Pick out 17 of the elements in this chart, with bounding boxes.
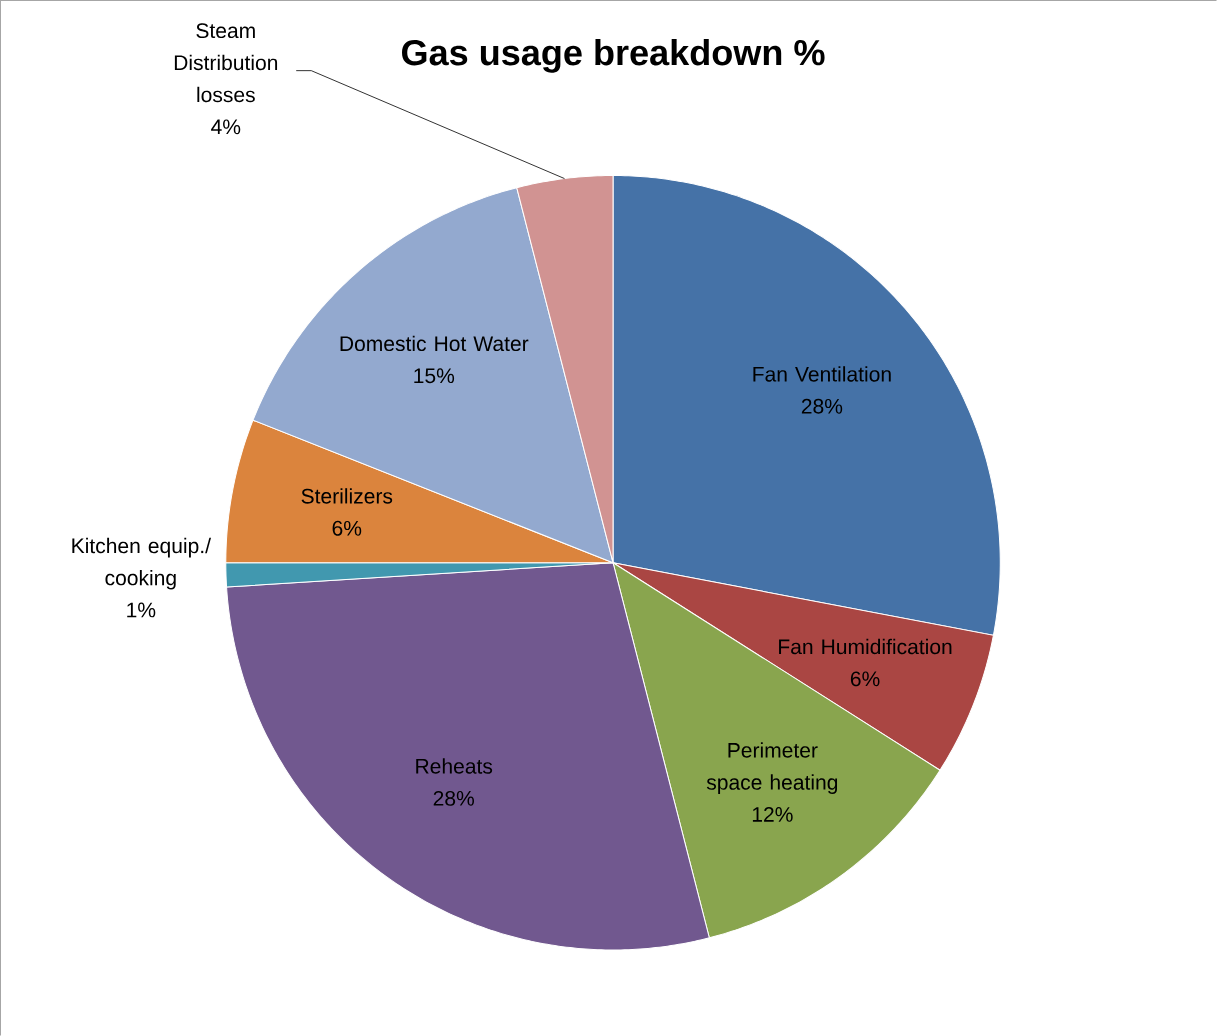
data-label: 28% [433, 790, 475, 806]
slice-label: Fan Humidification [779, 638, 952, 655]
slice-label: Reheats [416, 758, 493, 774]
data-label: 1% [127, 602, 156, 618]
chart-title: Gas usage breakdown % [402, 38, 825, 73]
data-label: 6% [850, 671, 880, 687]
slice-label: Fan Ventilation [753, 366, 891, 382]
slice-label: Perimeter space heating [706, 742, 838, 794]
slice-label: Sterilizers [301, 488, 393, 504]
slice-label: Domestic Hot Water [340, 335, 529, 352]
data-label: 12% [752, 806, 793, 822]
data-label: 15% [414, 368, 455, 384]
data-label: 6% [332, 520, 362, 536]
data-label: 4% [211, 119, 241, 135]
data-label: 28% [801, 398, 843, 414]
slice-label: Steam Distribution losses [174, 23, 278, 103]
slice-label: Kitchen equip./ cooking [72, 537, 211, 590]
